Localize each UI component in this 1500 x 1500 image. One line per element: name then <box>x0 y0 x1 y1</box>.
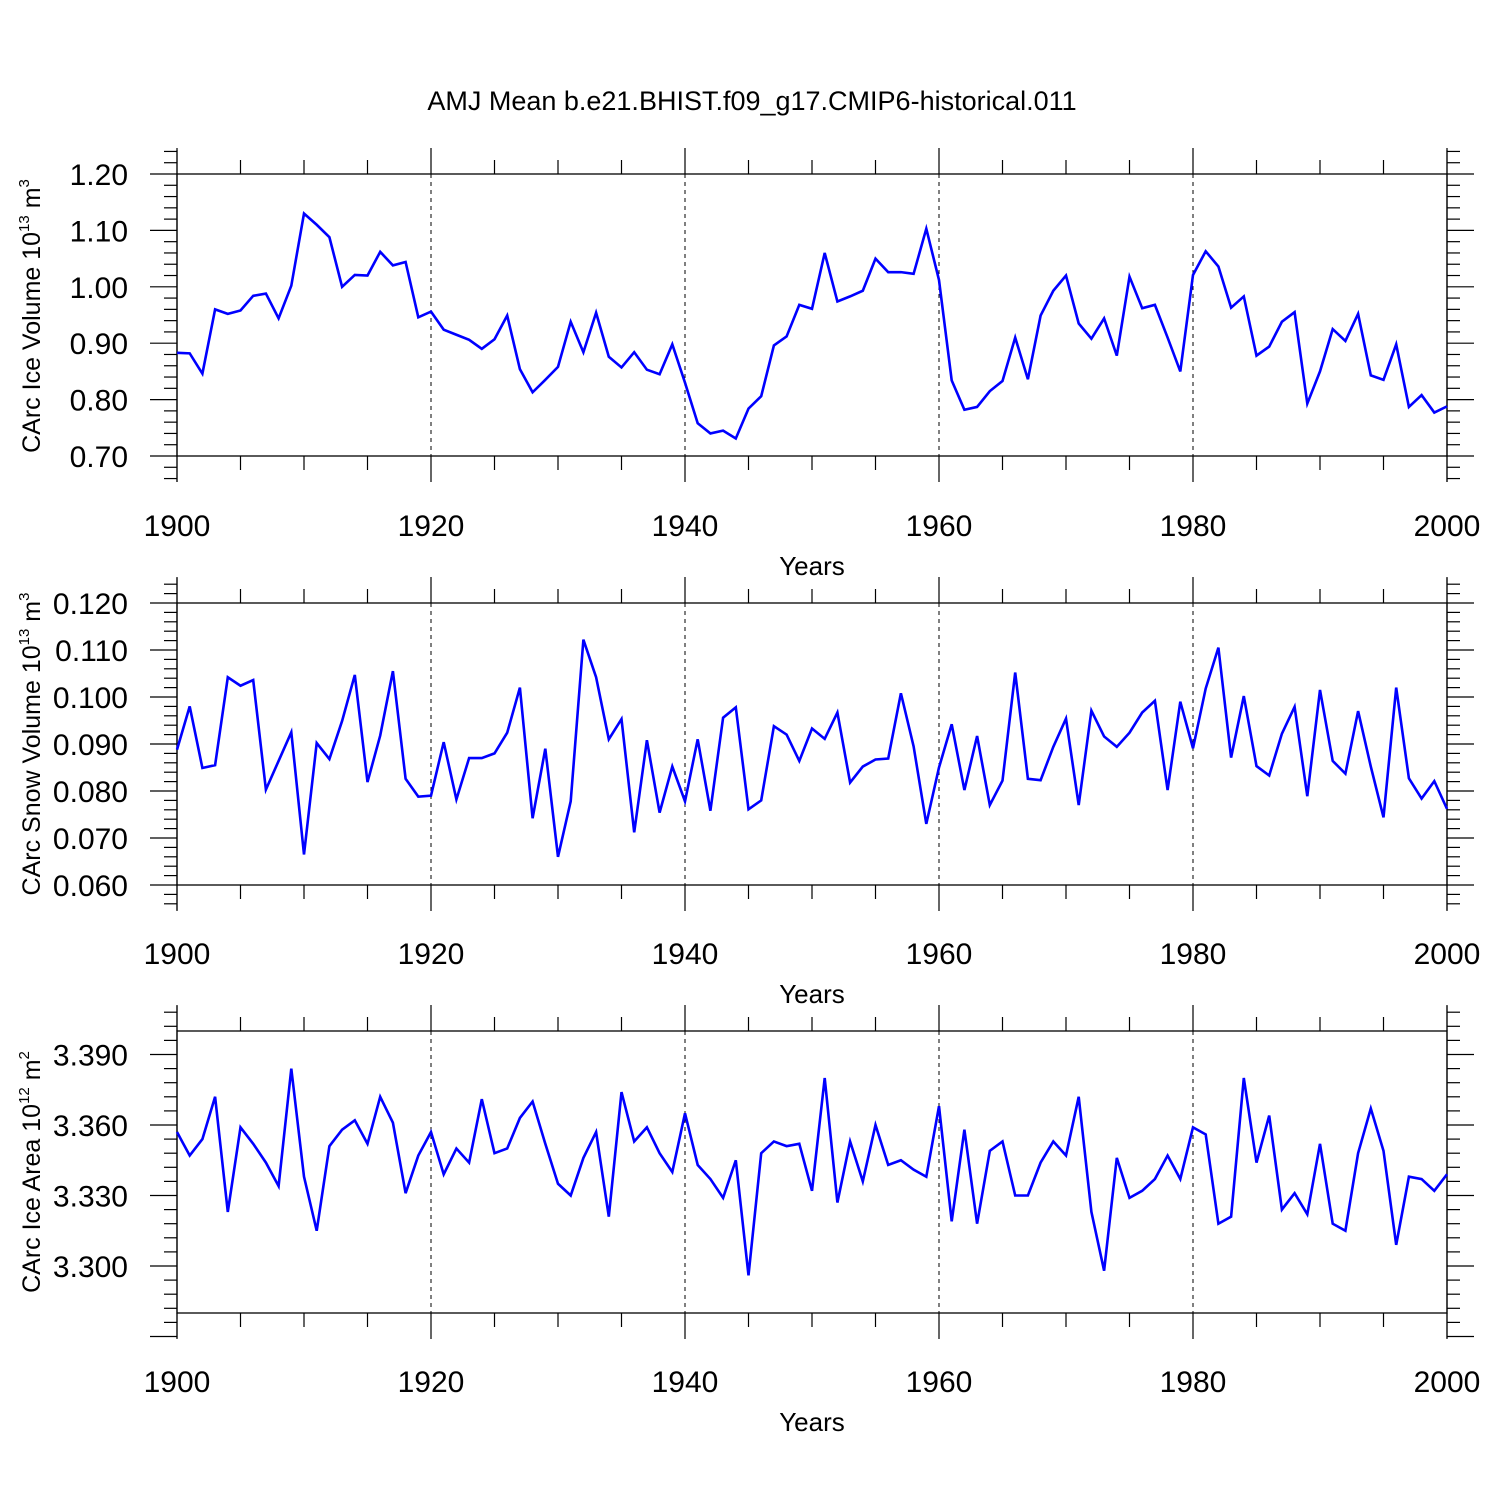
series-line-ice-volume <box>176 210 1448 441</box>
x-tick-label: 1980 <box>1160 1366 1227 1399</box>
x-tick-label: 1920 <box>398 510 465 543</box>
x-tick-label: 2000 <box>1414 510 1481 543</box>
y-axis-label-unit-exponent: 2 <box>16 1051 33 1059</box>
x-tick-label: 1940 <box>652 938 719 971</box>
figure-title: AMJ Mean b.e21.BHIST.f09_g17.CMIP6-histo… <box>427 86 1076 116</box>
y-axis-label-exponent: 13 <box>16 629 33 646</box>
y-axis-label-unit-exponent: 3 <box>16 179 33 187</box>
x-tick-label: 1900 <box>144 510 211 543</box>
series-line-ice-area <box>175 1068 1449 1276</box>
y-tick-label: 1.10 <box>70 215 128 248</box>
x-axis-label: Years <box>779 1407 845 1437</box>
x-tick-label: 1960 <box>906 1366 973 1399</box>
y-axis-label-unit: m <box>18 187 46 215</box>
x-tick-label: 1980 <box>1160 938 1227 971</box>
y-tick-label: 0.090 <box>53 729 128 762</box>
plot-frame <box>176 602 1448 886</box>
y-tick-label: 3.300 <box>53 1251 128 1284</box>
x-tick-label: 1940 <box>652 510 719 543</box>
panel-ice-volume: 1900 1920 1940 1960 1980 2000 Years 0.70 0.80 0.9… <box>16 148 1480 581</box>
y-axis-label-exponent: 13 <box>16 215 33 232</box>
plot-frame <box>176 173 1448 457</box>
x-tick-label: 1960 <box>906 510 973 543</box>
y-tick-label: 3.390 <box>53 1040 128 1073</box>
y-tick-label: 1.20 <box>70 159 128 192</box>
y-axis-label-text: CArc Ice Volume 10 <box>18 232 46 453</box>
y-tick-label: 0.100 <box>53 682 128 715</box>
y-tick-label: 3.360 <box>53 1110 128 1143</box>
y-axis-label: CArc Snow Volume 1013 m3 <box>16 593 46 896</box>
y-axis-label-text: CArc Snow Volume 10 <box>18 645 46 895</box>
y-tick-label: 0.060 <box>53 870 128 903</box>
x-tick-label: 1900 <box>144 938 211 971</box>
plot-frame <box>176 1030 1448 1314</box>
series-line-snow-volume <box>175 639 1449 858</box>
y-tick-label: 0.110 <box>55 635 128 668</box>
x-tick-label: 2000 <box>1414 1366 1481 1399</box>
y-tick-label: 0.70 <box>70 441 128 474</box>
y-axis-label-unit-exponent: 3 <box>16 593 33 601</box>
y-tick-label: 0.070 <box>53 823 128 856</box>
x-tick-label: 1960 <box>906 938 973 971</box>
y-axis-label-unit: m <box>18 1059 46 1087</box>
x-tick-label: 1940 <box>652 1366 719 1399</box>
y-tick-label: 0.80 <box>70 385 128 418</box>
x-tick-label: 1920 <box>398 1366 465 1399</box>
y-axis-label-text: CArc Ice Area 10 <box>18 1104 46 1293</box>
y-tick-label: 0.120 <box>53 588 128 621</box>
y-axis-label-exponent: 12 <box>16 1087 33 1104</box>
x-tick-label: 2000 <box>1414 938 1481 971</box>
y-tick-label: 0.90 <box>70 328 128 361</box>
panels-container: 1900 1920 1940 1960 1980 2000 Years 0.70 0.80 0.9… <box>16 148 1480 1437</box>
y-axis-label-unit: m <box>18 601 46 629</box>
x-axis-label: Years <box>779 979 845 1009</box>
y-tick-label: 3.330 <box>53 1181 128 1214</box>
panel-snow-volume: 1900 1920 1940 1960 1980 2000 Years 0.060 0.070 0… <box>16 577 1480 1009</box>
y-tick-label: 1.00 <box>70 272 128 305</box>
x-tick-label: 1900 <box>144 1366 211 1399</box>
y-axis-label: CArc Ice Area 1012 m2 <box>16 1051 46 1293</box>
x-tick-label: 1980 <box>1160 510 1227 543</box>
y-axis-label: CArc Ice Volume 1013 m3 <box>16 179 46 453</box>
panel-ice-area: 1900 1920 1940 1960 1980 2000 Years 3.300 3.330 3… <box>16 1005 1480 1437</box>
x-tick-label: 1920 <box>398 938 465 971</box>
x-axis-label: Years <box>779 551 845 581</box>
y-tick-label: 0.080 <box>53 776 128 809</box>
